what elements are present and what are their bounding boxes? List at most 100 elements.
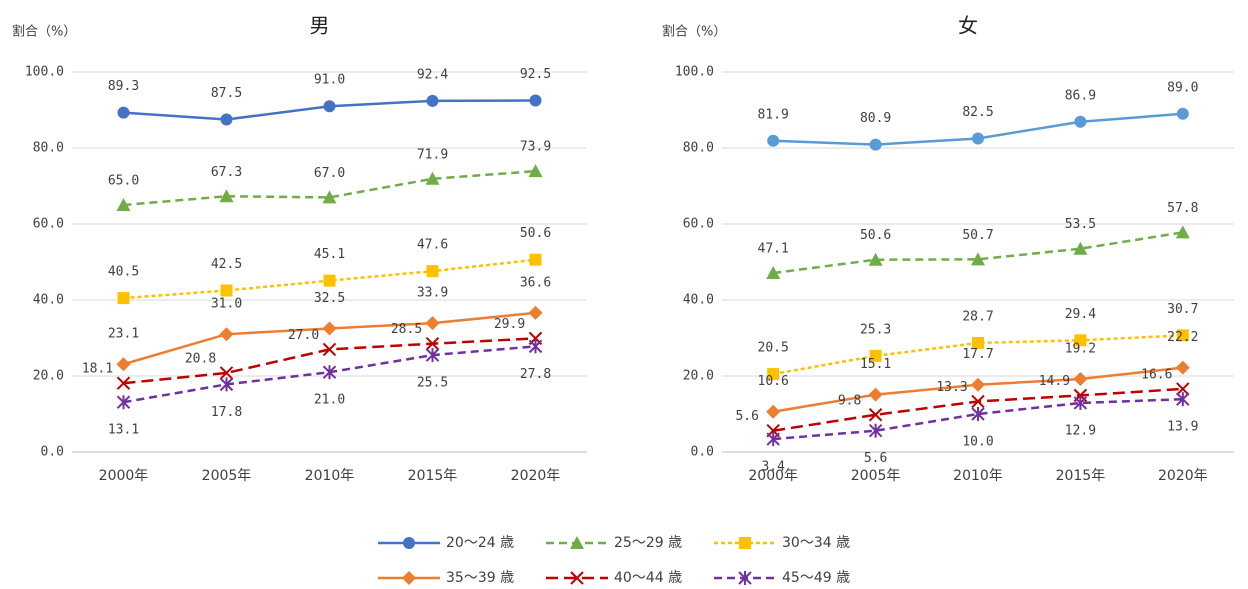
marker-stroke: [868, 408, 883, 422]
data-label: 50.6: [520, 226, 551, 241]
point: [323, 274, 336, 287]
data-label: 10.6: [758, 374, 789, 389]
marker-stroke: [868, 423, 883, 438]
marker-stroke: [425, 348, 440, 363]
y-tick-label: 20.0: [33, 369, 64, 384]
point: [971, 394, 985, 409]
data-label: 92.4: [417, 67, 448, 82]
y-axis-label: 割合（%）: [12, 24, 76, 40]
data-label: 22.2: [1167, 330, 1198, 345]
point: [869, 138, 882, 151]
point: [116, 357, 131, 372]
data-label: 57.8: [1167, 201, 1198, 216]
data-label: 92.5: [520, 67, 551, 82]
marker-stroke: [971, 407, 985, 421]
point: [972, 132, 984, 145]
data-label: 16.6: [1141, 367, 1172, 382]
legend-label: 30～34 歳: [782, 535, 850, 551]
point: [1074, 115, 1087, 128]
legend-marker: [739, 537, 751, 549]
marker-stroke: [738, 571, 752, 585]
point: [528, 164, 543, 178]
point: [972, 336, 984, 349]
y-tick-label: 100.0: [675, 65, 714, 80]
legend-marker: [738, 571, 752, 585]
point: [1176, 329, 1189, 342]
data-label: 29.4: [1065, 307, 1096, 322]
point: [1176, 107, 1189, 120]
point: [869, 349, 882, 362]
point: [117, 106, 130, 119]
point: [322, 365, 337, 380]
marker-stroke: [528, 339, 543, 354]
point: [322, 321, 337, 336]
point: [767, 368, 780, 381]
data-label: 67.3: [211, 165, 242, 180]
y-axis-label: 割合（%）: [662, 24, 726, 40]
point: [1073, 372, 1088, 387]
point: [220, 113, 233, 126]
x-tick-label: 2010年: [305, 468, 355, 484]
marker-stroke: [425, 336, 440, 351]
point: [219, 327, 234, 342]
legend-marker: [403, 537, 415, 549]
marker-stroke: [219, 366, 234, 380]
point: [116, 395, 131, 410]
data-label: 31.0: [211, 297, 242, 312]
legend-marker: [570, 536, 584, 549]
marker-stroke: [322, 365, 337, 380]
y-tick-label: 60.0: [33, 217, 64, 232]
point: [219, 377, 234, 392]
data-label: 32.5: [314, 291, 345, 306]
point: [322, 342, 337, 357]
data-label: 36.6: [520, 275, 551, 290]
data-label: 28.5: [391, 322, 422, 337]
data-label: 25.5: [417, 376, 448, 391]
data-label: 19.2: [1065, 342, 1096, 357]
legend-label: 45～49 歳: [782, 570, 850, 586]
data-label: 20.8: [185, 351, 216, 366]
point: [220, 284, 233, 297]
legend-marker: [570, 571, 584, 585]
x-tick-label: 2010年: [953, 468, 1003, 484]
point: [868, 252, 883, 266]
data-label: 80.9: [860, 111, 891, 126]
data-label: 53.5: [1065, 217, 1096, 232]
point: [868, 387, 883, 402]
point: [1073, 395, 1088, 410]
point: [528, 339, 543, 354]
data-label: 17.7: [962, 347, 993, 362]
point: [1073, 241, 1088, 255]
point: [425, 336, 440, 351]
data-label: 5.6: [735, 409, 758, 424]
y-tick-label: 80.0: [683, 141, 714, 156]
data-label: 5.6: [864, 451, 887, 466]
data-label: 42.5: [211, 257, 242, 272]
point: [971, 377, 985, 392]
x-tick-label: 2005年: [851, 468, 901, 484]
legend-label: 20～24 歳: [446, 535, 514, 551]
data-label: 73.9: [520, 140, 551, 155]
point: [529, 253, 542, 266]
data-label: 17.8: [211, 405, 242, 420]
data-label: 50.6: [860, 228, 891, 243]
y-tick-label: 0.0: [691, 445, 714, 460]
data-label: 67.0: [314, 166, 345, 181]
point: [322, 190, 337, 204]
marker-stroke: [322, 342, 337, 357]
data-label: 13.9: [1167, 420, 1198, 435]
data-label: 23.1: [108, 327, 139, 342]
point: [1176, 382, 1190, 396]
marker-stroke: [766, 432, 780, 447]
point: [425, 316, 440, 331]
point: [528, 305, 543, 320]
point: [767, 134, 780, 147]
x-tick-label: 2005年: [202, 468, 252, 484]
point: [766, 404, 781, 419]
data-label: 20.5: [758, 341, 789, 356]
series-line: [123, 169, 536, 207]
data-label: 47.1: [758, 242, 789, 257]
data-label: 25.3: [860, 322, 891, 337]
series-line: [773, 231, 1183, 275]
